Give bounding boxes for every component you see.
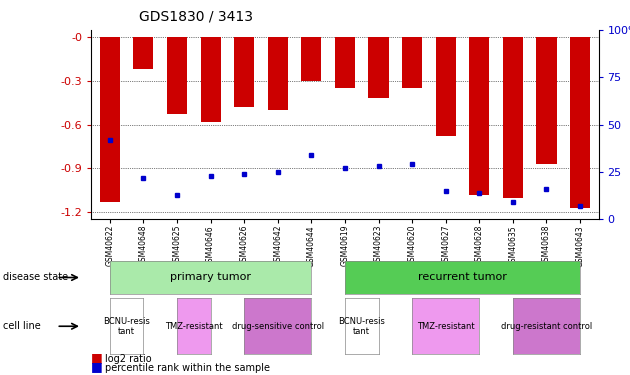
- Text: TMZ-resistant: TMZ-resistant: [165, 322, 222, 331]
- Bar: [570, 37, 590, 208]
- Bar: [335, 37, 355, 88]
- Text: disease state: disease state: [3, 273, 68, 282]
- Bar: [469, 37, 490, 195]
- Text: log2 ratio: log2 ratio: [105, 354, 152, 364]
- Text: ■: ■: [91, 360, 103, 373]
- Text: cell line: cell line: [3, 321, 41, 331]
- Text: drug-resistant control: drug-resistant control: [501, 322, 592, 331]
- Bar: [134, 37, 154, 69]
- Text: ■: ■: [91, 351, 103, 364]
- Bar: [234, 37, 255, 107]
- Bar: [435, 37, 455, 136]
- Bar: [536, 37, 556, 164]
- Bar: [503, 37, 523, 198]
- Text: drug-sensitive control: drug-sensitive control: [232, 322, 324, 331]
- Text: recurrent tumor: recurrent tumor: [418, 273, 507, 282]
- Bar: [167, 37, 187, 114]
- Text: BCNU-resis
tant: BCNU-resis tant: [103, 316, 150, 336]
- Text: primary tumor: primary tumor: [170, 273, 251, 282]
- Bar: [402, 37, 422, 88]
- Bar: [100, 37, 120, 202]
- Bar: [200, 37, 220, 122]
- Text: percentile rank within the sample: percentile rank within the sample: [105, 363, 270, 373]
- Bar: [369, 37, 389, 99]
- Bar: [301, 37, 321, 81]
- Text: TMZ-resistant: TMZ-resistant: [417, 322, 474, 331]
- Text: BCNU-resis
tant: BCNU-resis tant: [338, 316, 385, 336]
- Bar: [268, 37, 288, 110]
- Text: GDS1830 / 3413: GDS1830 / 3413: [139, 9, 253, 23]
